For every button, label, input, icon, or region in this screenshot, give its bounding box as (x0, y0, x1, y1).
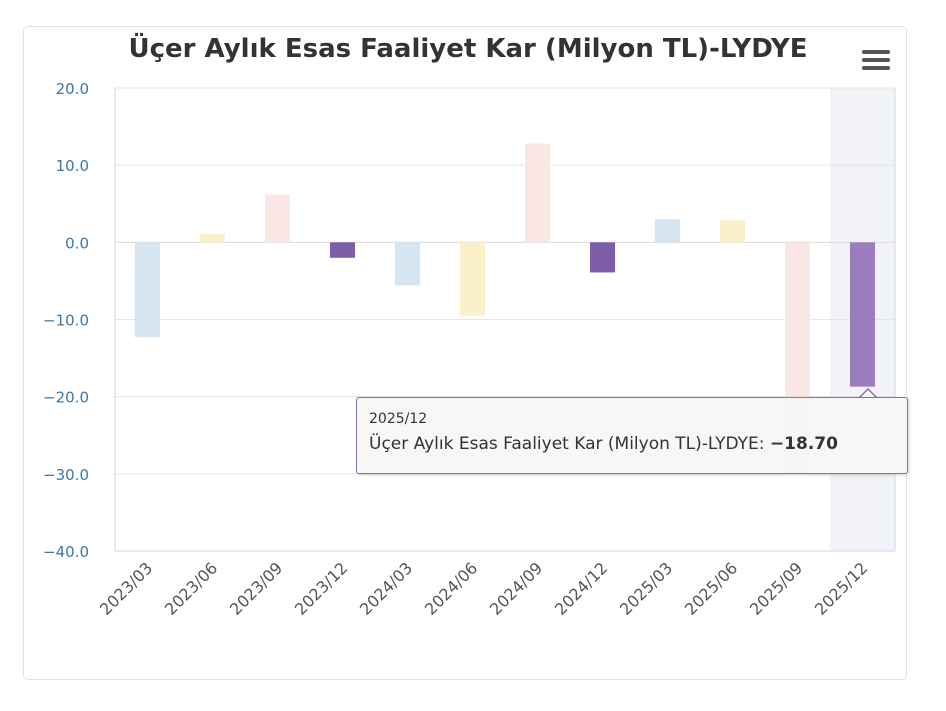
x-tick-label: 2025/06 (681, 558, 741, 618)
x-tick-label: 2023/03 (96, 558, 156, 618)
x-tick-label: 2025/12 (811, 558, 871, 618)
x-tick-label: 2025/09 (746, 558, 806, 618)
chart-card (23, 26, 907, 680)
bar-2024-03[interactable] (395, 242, 420, 286)
bar-2025-06[interactable] (720, 219, 745, 243)
chart-title: Üçer Aylık Esas Faaliyet Kar (Milyon TL)… (128, 34, 808, 64)
x-tick-label: 2024/03 (356, 558, 416, 618)
tooltip-date: 2025/12 (369, 411, 428, 427)
bar-2024-12[interactable] (590, 242, 615, 273)
y-tick-label: −10.0 (43, 312, 89, 330)
x-tick-label: 2024/09 (486, 558, 546, 618)
tooltip: 2025/12 Üçer Aylık Esas Faaliyet Kar (Mi… (356, 397, 908, 474)
bar-2023-03[interactable] (135, 242, 160, 338)
y-tick-label: 10.0 (56, 157, 89, 175)
y-tick-label: −30.0 (43, 466, 89, 484)
y-tick-label: 0.0 (65, 234, 89, 252)
bar-2025-03[interactable] (655, 219, 680, 243)
hamburger-menu-icon[interactable] (862, 50, 890, 72)
x-tick-label: 2023/09 (226, 558, 286, 618)
bar-2023-06[interactable] (200, 233, 225, 243)
bar-2024-06[interactable] (460, 242, 485, 316)
y-tick-label: 20.0 (56, 80, 89, 98)
tooltip-value: −18.70 (769, 434, 838, 454)
bar-2024-09[interactable] (525, 143, 550, 243)
tooltip-row: Üçer Aylık Esas Faaliyet Kar (Milyon TL)… (369, 434, 838, 454)
x-tick-label: 2023/12 (291, 558, 351, 618)
x-tick-label: 2024/12 (551, 558, 611, 618)
bar-2023-12[interactable] (330, 242, 355, 258)
y-tick-label: −20.0 (43, 389, 89, 407)
x-tick-label: 2024/06 (421, 558, 481, 618)
x-tick-label: 2025/03 (616, 558, 676, 618)
tooltip-series-label: Üçer Aylık Esas Faaliyet Kar (Milyon TL)… (369, 434, 765, 454)
bar-2023-09[interactable] (265, 194, 290, 243)
x-tick-label: 2023/06 (161, 558, 221, 618)
y-tick-label: −40.0 (43, 543, 89, 561)
bar-2025-12[interactable] (850, 242, 875, 387)
